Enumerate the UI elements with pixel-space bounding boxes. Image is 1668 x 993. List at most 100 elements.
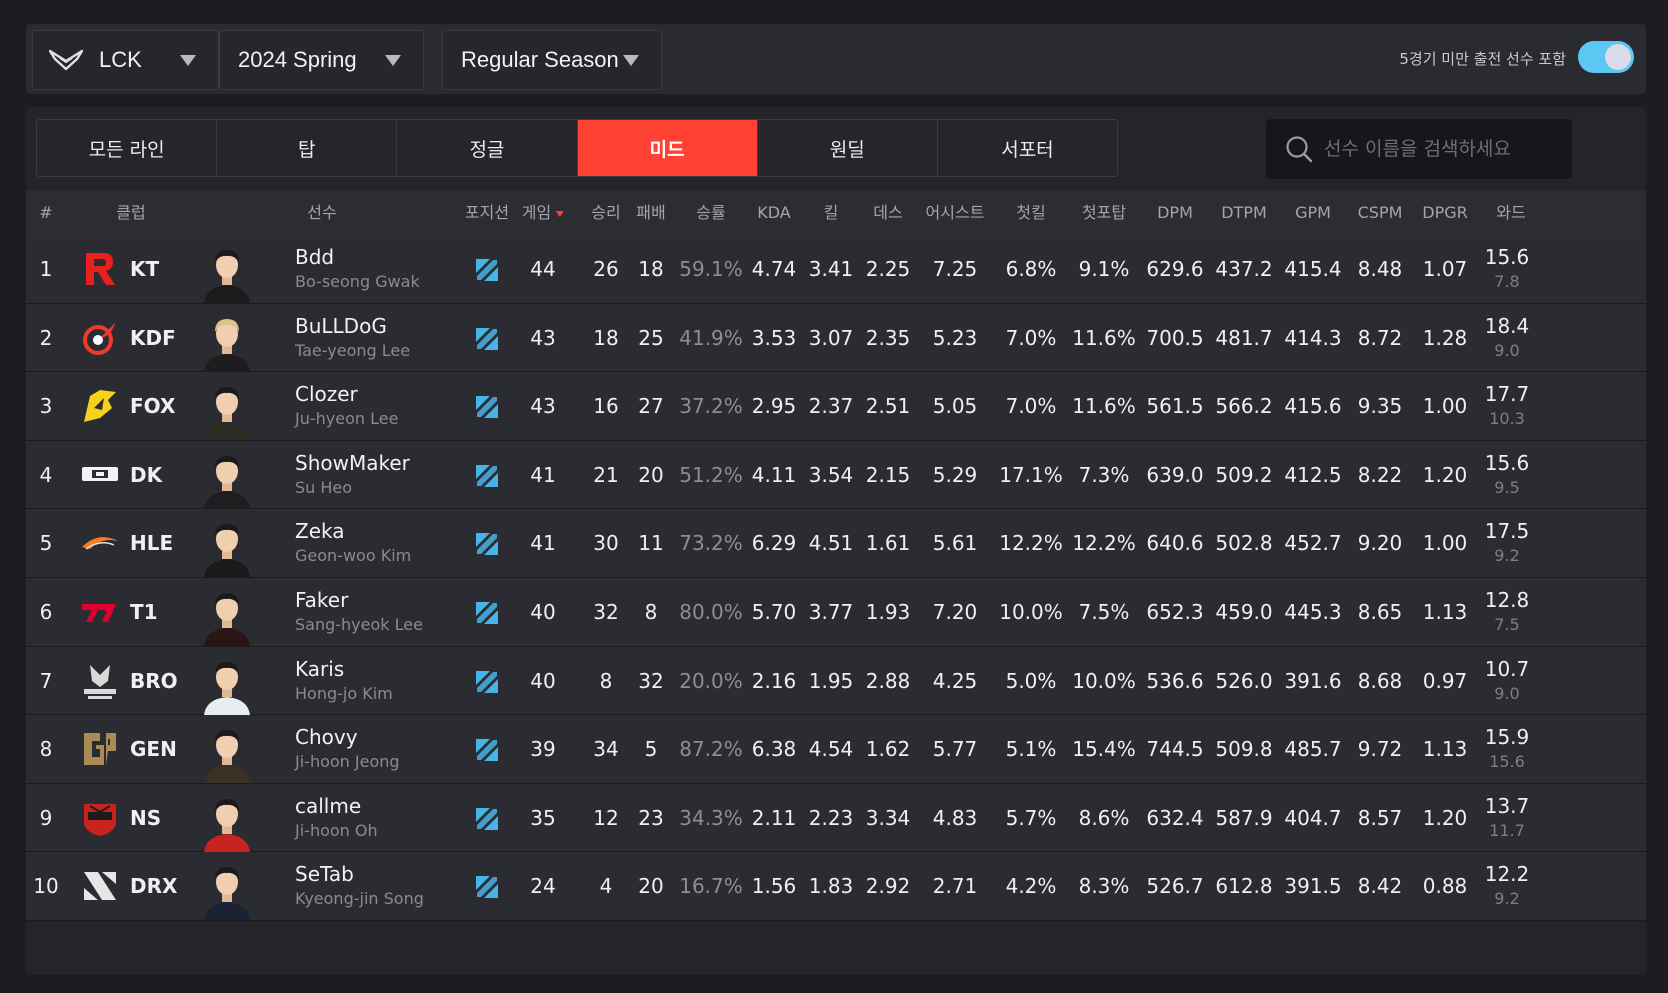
column-header-6[interactable]: 패배: [636, 190, 665, 235]
team-name[interactable]: KT: [130, 257, 160, 281]
player-info[interactable]: Karis Hong-jo Kim: [295, 657, 393, 707]
team-name[interactable]: NS: [130, 805, 162, 830]
lck-logo-icon: [49, 49, 83, 71]
stat-winrate: 51.2%: [679, 462, 743, 487]
stat-winrate: 20.0%: [679, 668, 743, 693]
stat-losses: 5: [644, 737, 658, 762]
column-header-14[interactable]: DPM: [1157, 190, 1193, 235]
table-row[interactable]: 1 KT Bdd Bo-seong Gwak 44 26 18 59.1% 4.74 3.41 2.…: [26, 235, 1646, 304]
player-info[interactable]: Chovy Ji-hoon Jeong: [295, 725, 400, 775]
column-header-17[interactable]: CSPM: [1358, 190, 1403, 235]
player-name[interactable]: ShowMaker: [295, 450, 410, 475]
stat-games: 35: [530, 805, 556, 830]
column-header-9[interactable]: 킬: [824, 190, 839, 235]
team-name[interactable]: FOX: [130, 394, 176, 419]
stat-dpm: 536.6: [1146, 668, 1204, 693]
column-header-4[interactable]: 게임: [521, 190, 565, 235]
stat-kills: 2.37: [808, 394, 854, 419]
column-header-10[interactable]: 데스: [873, 190, 902, 235]
team-logo-icon: [80, 455, 120, 495]
column-header-2[interactable]: 선수: [307, 190, 336, 235]
search-input[interactable]: [1324, 138, 1564, 160]
tab-2[interactable]: 정글: [397, 120, 578, 176]
player-info[interactable]: BuLLDoG Tae-yeong Lee: [295, 314, 410, 364]
tab-4[interactable]: 원딜: [758, 120, 938, 176]
stage-dropdown[interactable]: Regular Season: [442, 30, 662, 90]
stat-dpgr: 1.13: [1422, 737, 1468, 762]
player-info[interactable]: Bdd Bo-seong Gwak: [295, 245, 420, 295]
player-photo: [202, 312, 252, 372]
column-header-12[interactable]: 첫킬: [1016, 190, 1045, 235]
team-name[interactable]: KDF: [130, 325, 176, 350]
column-header-0[interactable]: #: [39, 190, 52, 235]
player-info[interactable]: SeTab Kyeong-jin Song: [295, 862, 424, 912]
player-name[interactable]: SeTab: [295, 862, 354, 887]
column-header-1[interactable]: 클럽: [116, 190, 145, 235]
table-row[interactable]: 3 FOX Clozer Ju-hyeon Lee 43 16 27 37.2% 2.95 2.3…: [26, 372, 1646, 441]
player-name[interactable]: BuLLDoG: [295, 313, 387, 338]
table-row[interactable]: 7 BRO Karis Hong-jo Kim 40 8 32 20.0% 2.16 1.95 2.…: [26, 646, 1646, 716]
stat-winrate: 16.7%: [679, 874, 743, 899]
team-name[interactable]: DK: [130, 462, 163, 487]
league-dropdown[interactable]: LCK: [32, 30, 219, 90]
team-name[interactable]: DRX: [130, 874, 178, 899]
stat-assists: 5.29: [932, 462, 978, 487]
stat-losses: 23: [638, 805, 664, 830]
stat-wins: 8: [599, 668, 613, 693]
player-table: 1 KT Bdd Bo-seong Gwak 44 26 18 59.1% 4.74 3.41 2.…: [26, 235, 1646, 921]
table-row[interactable]: 9 NS callme Ji-hoon Oh 35 12 23 34.3% 2.11 2.23 3.…: [26, 783, 1646, 853]
table-row[interactable]: 6 T1 Faker Sang-hyeok Lee 40 32 8 80.0% 5.70 3.77…: [26, 577, 1646, 647]
column-header-15[interactable]: DTPM: [1221, 190, 1267, 235]
player-info[interactable]: ShowMaker Su Heo: [295, 451, 410, 501]
tab-1[interactable]: 탑: [217, 120, 398, 176]
player-name[interactable]: Faker: [295, 587, 349, 612]
tab-5[interactable]: 서포터: [1001, 138, 1054, 161]
table-row[interactable]: 8 GEN Chovy Ji-hoon Jeong 39 34 5 87.2% 6.38 4.54…: [26, 715, 1646, 784]
column-header-8[interactable]: KDA: [757, 190, 790, 235]
column-header-3[interactable]: 포지션: [465, 190, 509, 235]
column-header-19[interactable]: 와드: [1496, 190, 1525, 235]
ward-cell: 13.7 11.7: [1485, 794, 1530, 844]
team-name[interactable]: T1: [130, 599, 158, 624]
player-name[interactable]: Zeka: [295, 519, 345, 544]
stat-deaths: 2.88: [865, 668, 911, 693]
table-row[interactable]: 2 KDF BuLLDoG Tae-yeong Lee 43 18 25 41.9% 3.53 3…: [26, 303, 1646, 373]
column-header-label: 게임: [521, 203, 552, 222]
ward-cell: 12.8 7.5: [1485, 588, 1530, 638]
table-row[interactable]: 10 DRX SeTab Kyeong-jin Song 24 4 20 16.7% 1.56 1…: [26, 852, 1646, 921]
player-name[interactable]: Bdd: [295, 245, 335, 269]
player-info[interactable]: Clozer Ju-hyeon Lee: [295, 382, 398, 432]
player-info[interactable]: callme Ji-hoon Oh: [295, 794, 378, 844]
stat-dpgr: 0.97: [1422, 668, 1468, 693]
rank-cell: 7: [39, 668, 53, 693]
player-name[interactable]: callme: [295, 793, 362, 818]
column-header-16[interactable]: GPM: [1295, 190, 1331, 235]
tab-3[interactable]: 미드: [577, 120, 758, 176]
player-name[interactable]: Chovy: [295, 725, 358, 750]
toggle-knob: [1605, 44, 1631, 70]
team-name[interactable]: HLE: [130, 531, 174, 556]
column-header-label: 어시스트: [925, 203, 985, 222]
stat-kills: 3.54: [808, 462, 854, 487]
column-header-13[interactable]: 첫포탑: [1082, 190, 1126, 235]
table-row[interactable]: 5 HLE Zeka Geon-woo Kim 41 30 11 73.2% 6.29 4.51 1…: [26, 509, 1646, 578]
player-info[interactable]: Zeka Geon-woo Kim: [295, 519, 411, 569]
player-photo: [202, 723, 252, 784]
include-minor-players-toggle[interactable]: [1578, 41, 1634, 73]
table-row[interactable]: 4 DK ShowMaker Su Heo 41 21 20 51.2% 4.11 3.54 2.1…: [26, 440, 1646, 510]
column-header-18[interactable]: DPGR: [1422, 190, 1467, 235]
column-header-7[interactable]: 승률: [696, 190, 725, 235]
player-info[interactable]: Faker Sang-hyeok Lee: [295, 588, 423, 638]
team-name[interactable]: GEN: [130, 737, 177, 762]
team-name[interactable]: BRO: [130, 668, 178, 693]
stat-kills: 4.51: [808, 531, 854, 556]
ward-value: 15.6: [1484, 245, 1530, 269]
season-dropdown[interactable]: 2024 Spring: [219, 30, 424, 90]
player-name[interactable]: Clozer: [295, 382, 358, 407]
tab-0[interactable]: 모든 라인: [37, 120, 218, 176]
column-header-5[interactable]: 승리: [591, 190, 620, 235]
player-real-name: Sang-hyeok Lee: [295, 614, 423, 634]
stat-dpgr: 1.28: [1422, 325, 1468, 350]
player-name[interactable]: Karis: [295, 656, 345, 681]
column-header-11[interactable]: 어시스트: [926, 190, 985, 235]
